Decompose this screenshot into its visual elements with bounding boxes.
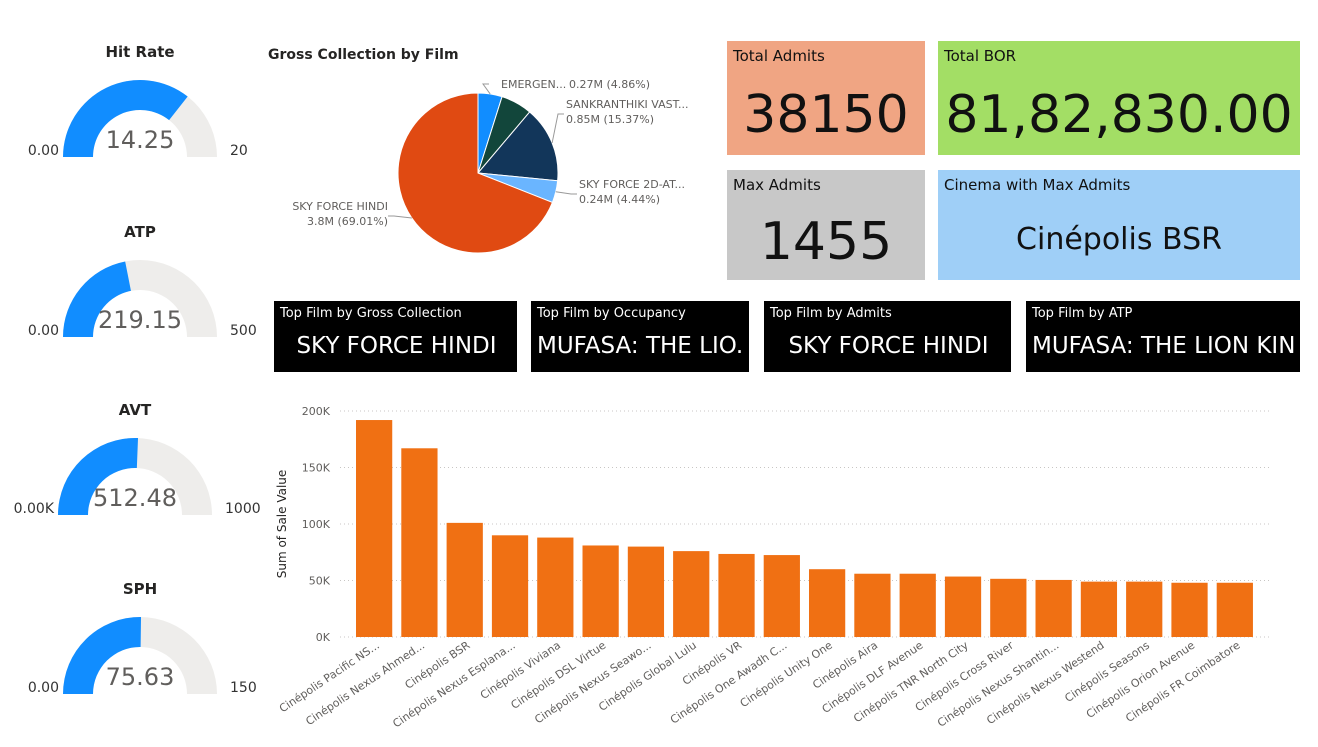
top-film-admits-label: Top Film by Admits xyxy=(770,306,892,321)
top-film-atp-card: Top Film by ATP MUFASA: THE LION KIN... xyxy=(1026,301,1300,372)
gauge-arc xyxy=(58,438,212,515)
bar xyxy=(763,555,800,637)
bar xyxy=(718,553,755,637)
bar xyxy=(809,569,846,637)
bar-y-tick: 50K xyxy=(309,575,331,588)
top-film-occupancy-card: Top Film by Occupancy MUFASA: THE LIO... xyxy=(531,301,749,372)
gauge-max: 1000 xyxy=(225,501,261,517)
total-admits-label: Total Admits xyxy=(733,47,825,65)
cinema-max-admits-card: Cinema with Max Admits Cinépolis BSR xyxy=(938,170,1300,280)
bar xyxy=(491,535,529,637)
bar-y-tick: 150K xyxy=(302,462,331,475)
max-admits-value: 1455 xyxy=(759,212,893,272)
gauge-arc xyxy=(63,260,217,337)
pie-label-value: 3.8M (69.01%) xyxy=(307,215,388,228)
bar xyxy=(1080,581,1118,637)
bar xyxy=(627,546,665,637)
gauge-value: 75.63 xyxy=(105,663,175,691)
gauge-fill xyxy=(63,617,142,694)
total-bor-card: Total BOR 81,82,830.00 xyxy=(938,41,1300,155)
pie-label-value: 0.24M (4.44%) xyxy=(579,193,660,206)
bar xyxy=(944,576,982,637)
top-film-gross-value: SKY FORCE HINDI xyxy=(296,333,497,359)
gauge-value: 14.25 xyxy=(105,126,175,154)
gauge-3: AVT 512.48 0.00K 1000 xyxy=(14,398,261,528)
gauge-4: SPH 75.63 0.00 150 xyxy=(28,577,257,707)
gauge-max: 500 xyxy=(230,323,257,339)
top-film-gross-label: Top Film by Gross Collection xyxy=(280,306,462,321)
pie-label-name: SANKRANTHIKI VAST... xyxy=(566,98,689,111)
gauge-value: 512.48 xyxy=(93,484,177,512)
gauge-fill xyxy=(63,261,131,337)
top-film-atp-label: Top Film by ATP xyxy=(1032,306,1133,321)
gauge-1: Hit Rate 14.25 0.00 20 xyxy=(28,40,248,170)
gauge-max: 150 xyxy=(230,680,257,696)
gauge-title: AVT xyxy=(118,401,152,419)
pie-label-name: SKY FORCE HINDI xyxy=(292,200,388,213)
pie-label-name: SKY FORCE 2D-AT... xyxy=(579,178,685,191)
gauge-min: 0.00K xyxy=(13,501,54,517)
bar xyxy=(1126,581,1163,637)
pie-slice xyxy=(397,92,554,254)
gauge-arc xyxy=(63,80,217,157)
max-admits-card: Max Admits 1455 xyxy=(727,170,925,280)
bar xyxy=(446,522,483,637)
top-film-admits-value: SKY FORCE HINDI xyxy=(788,333,989,359)
total-admits-card: Total Admits 38150 xyxy=(727,41,925,155)
gauge-min: 0.00 xyxy=(27,323,59,339)
bar xyxy=(1216,582,1253,637)
gauge-min: 0.00 xyxy=(27,143,59,159)
bar xyxy=(899,573,936,637)
top-film-occupancy-value: MUFASA: THE LIO... xyxy=(537,333,745,359)
total-admits-value: 38150 xyxy=(743,85,909,145)
bar xyxy=(673,551,710,637)
bar-y-tick: 200K xyxy=(302,405,331,418)
gauge-arc xyxy=(63,617,217,694)
bar xyxy=(537,537,574,637)
max-admits-label: Max Admits xyxy=(733,176,821,194)
top-film-occupancy-label: Top Film by Occupancy xyxy=(537,306,686,321)
bar xyxy=(582,545,619,637)
gauge-value: 219.15 xyxy=(98,306,182,334)
bar xyxy=(356,420,393,637)
cinema-max-admits-label: Cinema with Max Admits xyxy=(944,176,1131,194)
pie-slice xyxy=(477,111,559,182)
pie-label-value: 0.27M (4.86%) xyxy=(569,78,650,91)
top-film-gross-card: Top Film by Gross Collection SKY FORCE H… xyxy=(274,301,517,372)
cinema-max-admits-value: Cinépolis BSR xyxy=(1016,222,1222,257)
gauge-2: ATP 219.15 0.00 500 xyxy=(28,220,257,350)
gauge-fill xyxy=(58,438,139,515)
gauge-title: SPH xyxy=(122,580,158,598)
bar-y-tick: 0K xyxy=(316,631,331,644)
bar xyxy=(990,578,1027,637)
gauge-fill xyxy=(63,80,188,157)
pie-chart: EMERGEN... 0.27M (4.86%) SANKRANTHIKI VAST… xyxy=(292,78,689,254)
top-film-admits-card: Top Film by Admits SKY FORCE HINDI xyxy=(764,301,1011,372)
total-bor-label: Total BOR xyxy=(944,47,1017,65)
pie-leader-line xyxy=(551,113,564,144)
pie-leader-line xyxy=(388,215,412,219)
bar xyxy=(1035,579,1072,637)
gauge-min: 0.00 xyxy=(27,680,59,696)
bar xyxy=(401,448,438,637)
bar-y-axis-label: Sum of Sale Value xyxy=(275,470,289,579)
pie-leader-line xyxy=(482,83,491,95)
pie-label-name: EMERGEN... xyxy=(501,78,566,91)
total-bor-value: 81,82,830.00 xyxy=(945,85,1293,145)
pie-leader-line xyxy=(555,191,577,195)
bar-y-tick: 100K xyxy=(302,518,331,531)
gauge-title: Hit Rate xyxy=(105,43,175,61)
bar xyxy=(854,573,891,637)
bar xyxy=(1171,582,1208,637)
gauge-title: ATP xyxy=(124,223,156,241)
pie-chart-title: Gross Collection by Film xyxy=(268,47,459,63)
gauge-max: 20 xyxy=(230,143,248,159)
pie-label-value: 0.85M (15.37%) xyxy=(566,113,654,126)
top-film-atp-value: MUFASA: THE LION KIN... xyxy=(1032,333,1296,359)
